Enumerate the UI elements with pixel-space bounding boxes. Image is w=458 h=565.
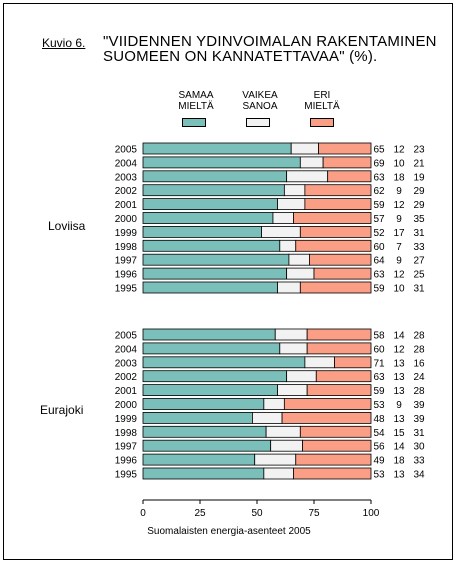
- legend-agree-line2: MIELTÄ: [178, 101, 214, 112]
- title-line-2: SUOMEEN ON KANNATETTAVAA" (%).: [103, 48, 378, 65]
- legend-disagree-line2: MIELTÄ: [304, 101, 340, 112]
- figure-label: Kuvio 6.: [42, 36, 86, 50]
- group-label-eurajoki: Eurajoki: [40, 403, 84, 417]
- group-label-loviisa: Loviisa: [48, 219, 86, 233]
- figure-frame: [3, 3, 453, 560]
- legend-unsure-line1: VAIKEA: [242, 90, 278, 101]
- legend-label-agree: SAMAA MIELTÄ: [176, 90, 216, 112]
- legend-label-disagree: ERI MIELTÄ: [302, 90, 342, 112]
- chart-footer: Suomalaisten energia-asenteet 2005: [147, 526, 311, 537]
- legend-swatch-unsure: [246, 118, 270, 127]
- legend-swatch-agree: [182, 118, 206, 127]
- legend-label-unsure: VAIKEA SANOA: [238, 90, 282, 112]
- legend-swatch-disagree: [310, 118, 334, 127]
- legend-disagree-line1: ERI: [313, 90, 331, 101]
- legend-agree-line1: SAMAA: [178, 90, 214, 101]
- chart-title: "VIIDENNEN YDINVOIMALAN RAKENTAMINEN SUO…: [103, 34, 437, 64]
- legend-unsure-line2: SANOA: [242, 101, 278, 112]
- title-line-1: "VIIDENNEN YDINVOIMALAN RAKENTAMINEN: [103, 33, 437, 50]
